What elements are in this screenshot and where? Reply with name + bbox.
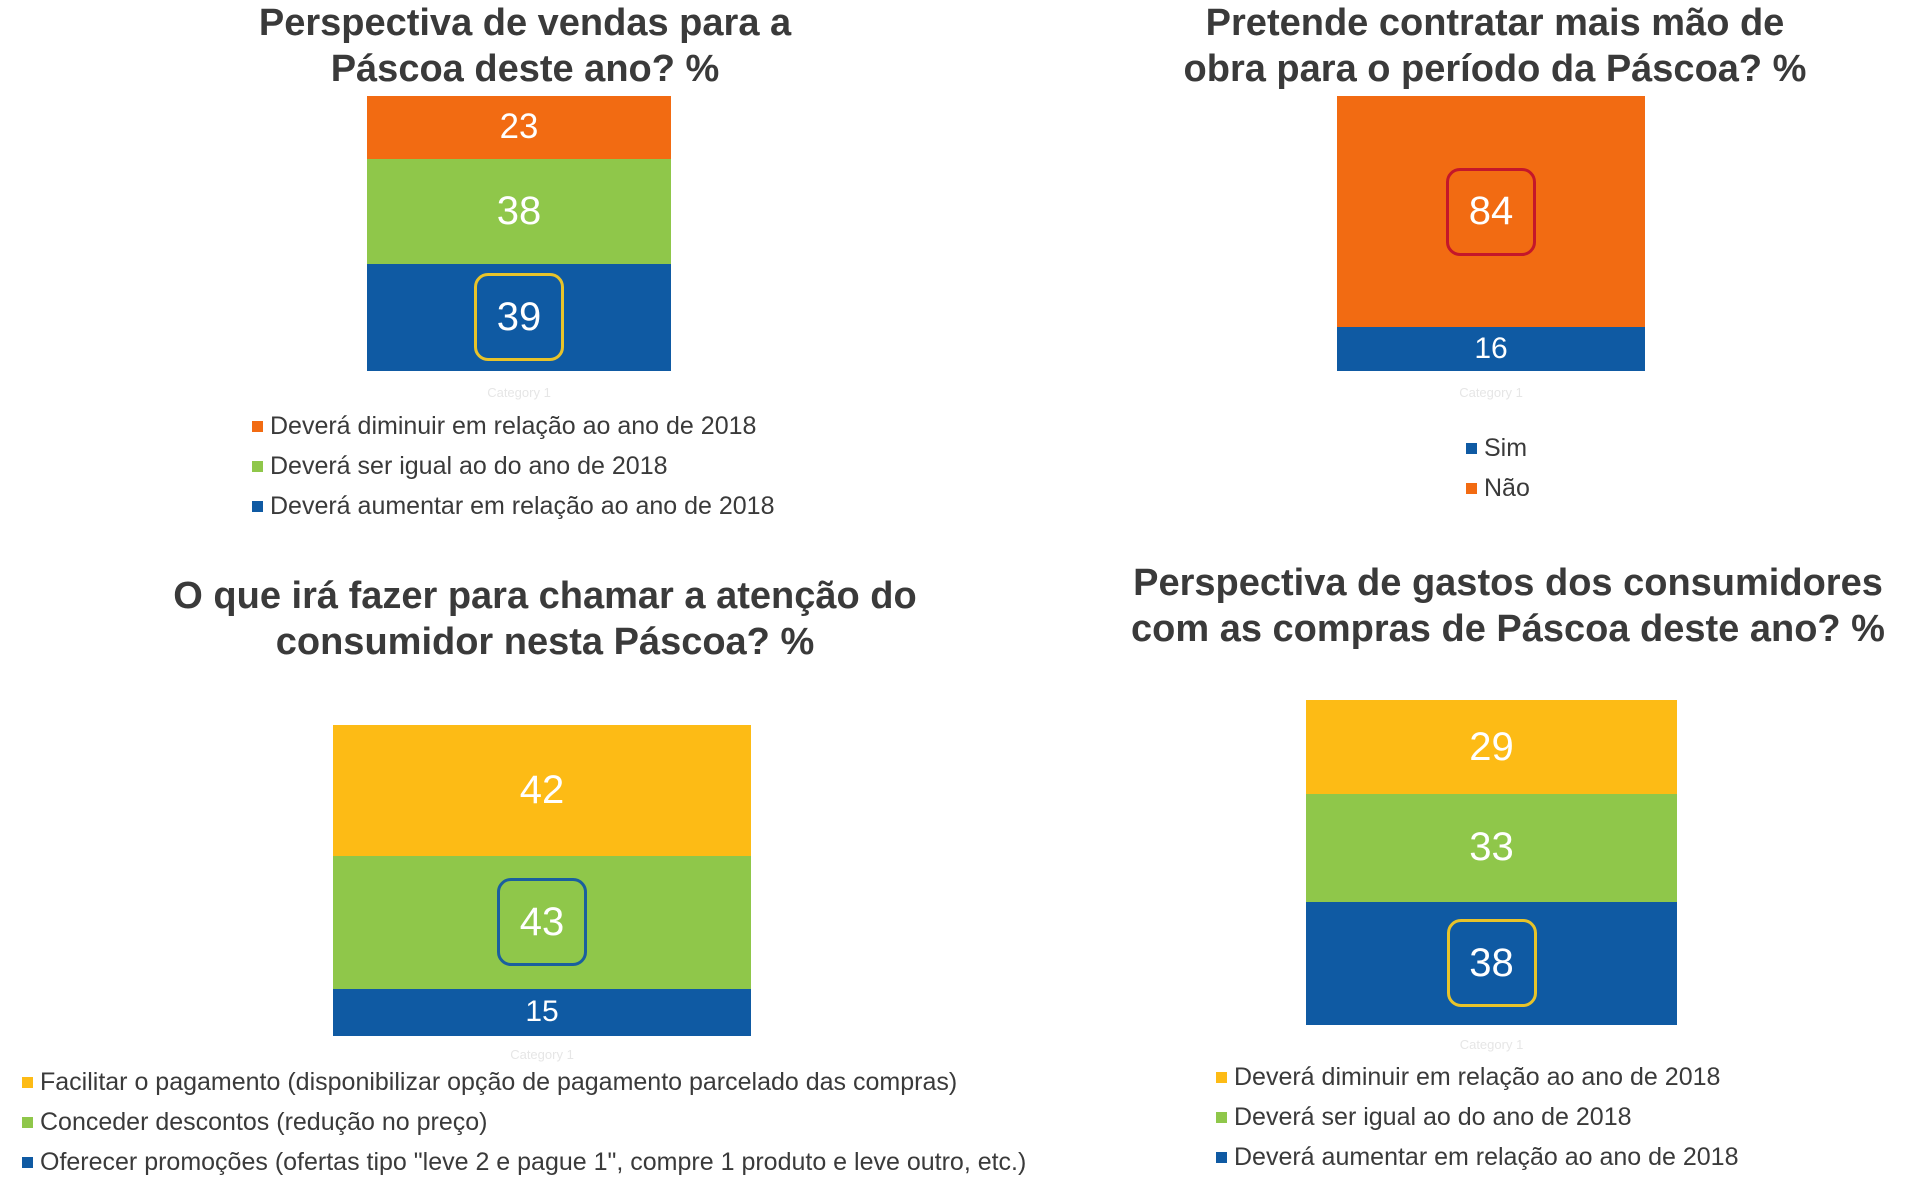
chart-title: Perspectiva de gastos dos consumidores c… bbox=[1100, 560, 1916, 652]
legend-item: Deverá aumentar em relação ao ano de 201… bbox=[252, 486, 775, 526]
legend-swatch bbox=[252, 500, 263, 512]
chart-title-line: Perspectiva de vendas para a bbox=[258, 2, 792, 44]
bar-segment bbox=[333, 989, 751, 1036]
bar-segment bbox=[1306, 794, 1677, 902]
category-label: Category 1 bbox=[1459, 385, 1523, 400]
highlight-box bbox=[474, 273, 564, 362]
legend-label: Facilitar o pagamento (disponibilizar op… bbox=[40, 1067, 958, 1096]
highlight-box bbox=[1446, 919, 1537, 1008]
legend-swatch bbox=[1466, 442, 1477, 454]
legend-swatch bbox=[1466, 482, 1477, 494]
legend-item: Deverá ser igual ao do ano de 2018 bbox=[252, 446, 775, 486]
data-label: 84 bbox=[1468, 189, 1514, 233]
legend-item: Sim bbox=[1466, 428, 1530, 468]
legend-item: Facilitar o pagamento (disponibilizar op… bbox=[22, 1062, 1026, 1102]
bar-segment bbox=[1337, 327, 1645, 371]
data-label: 39 bbox=[496, 294, 542, 339]
chart-title-line: Perspectiva de gastos dos consumidores bbox=[1133, 562, 1883, 604]
legend-label: Deverá ser igual ao do ano de 2018 bbox=[270, 451, 668, 480]
bar-segment bbox=[1337, 96, 1645, 327]
stacked-bar: 15 43 42 bbox=[333, 725, 751, 1036]
legend-label: Deverá diminuir em relação ao ano de 201… bbox=[1234, 1062, 1721, 1091]
legend-label: Oferecer promoções (ofertas tipo "leve 2… bbox=[40, 1147, 1027, 1176]
category-label: Category 1 bbox=[1459, 1037, 1524, 1052]
legend-item: Oferecer promoções (ofertas tipo "leve 2… bbox=[22, 1142, 1026, 1182]
bar-segment bbox=[367, 159, 671, 264]
bar-segment bbox=[367, 96, 671, 160]
legend-swatch bbox=[22, 1116, 33, 1128]
bar-segment bbox=[333, 855, 751, 990]
legend-label: Deverá aumentar em relação ao ano de 201… bbox=[270, 491, 775, 520]
legend-item: Deverá aumentar em relação ao ano de 201… bbox=[1216, 1137, 1739, 1177]
data-label: 33 bbox=[1469, 825, 1514, 870]
stacked-bar: 39 38 23 bbox=[367, 96, 671, 371]
chart-title: O que irá fazer para chamar a atenção do… bbox=[100, 573, 990, 665]
data-label: 16 bbox=[1474, 332, 1508, 365]
stacked-bar: 16 84 bbox=[1337, 96, 1645, 371]
legend-swatch bbox=[252, 460, 263, 472]
data-label: 38 bbox=[496, 189, 542, 234]
bar-segment bbox=[367, 263, 671, 371]
legend-label: Sim bbox=[1484, 433, 1528, 462]
data-label: 29 bbox=[1469, 725, 1514, 769]
chart-title-line: Páscoa deste ano? % bbox=[330, 48, 720, 90]
legend-swatch bbox=[1216, 1071, 1227, 1083]
data-label: 23 bbox=[499, 108, 539, 146]
highlight-box bbox=[1446, 167, 1536, 256]
bar-segment bbox=[333, 725, 751, 856]
chart-title-line: obra para o período da Páscoa? % bbox=[1183, 48, 1807, 90]
stacked-bar: 38 33 29 bbox=[1306, 700, 1677, 1025]
legend: Sim Não bbox=[1466, 428, 1530, 508]
legend-item: Deverá ser igual ao do ano de 2018 bbox=[1216, 1097, 1739, 1137]
legend-swatch bbox=[22, 1076, 33, 1088]
chart-title: Perspectiva de vendas para a Páscoa dest… bbox=[150, 0, 900, 92]
legend-label: Não bbox=[1484, 473, 1530, 502]
data-label: 38 bbox=[1469, 940, 1514, 985]
legend-item: Deverá diminuir em relação ao ano de 201… bbox=[1216, 1057, 1739, 1097]
legend-label: Deverá aumentar em relação ao ano de 201… bbox=[1234, 1142, 1739, 1171]
bar-segment bbox=[1306, 700, 1677, 795]
chart-title-line: com as compras de Páscoa deste ano? % bbox=[1131, 608, 1885, 650]
legend-swatch bbox=[252, 420, 263, 432]
data-label: 43 bbox=[519, 899, 565, 944]
legend: Facilitar o pagamento (disponibilizar op… bbox=[22, 1062, 1026, 1182]
legend-label: Deverá ser igual ao do ano de 2018 bbox=[1234, 1102, 1632, 1131]
data-label: 15 bbox=[525, 995, 559, 1029]
legend: Deverá diminuir em relação ao ano de 201… bbox=[1216, 1057, 1739, 1177]
legend-item: Deverá diminuir em relação ao ano de 201… bbox=[252, 406, 775, 446]
legend-item: Não bbox=[1466, 468, 1530, 508]
legend-label: Conceder descontos (redução no preço) bbox=[40, 1107, 488, 1136]
chart-title: Pretende contratar mais mão de obra para… bbox=[1120, 0, 1870, 92]
legend-swatch bbox=[22, 1156, 33, 1168]
chart-title-line: Pretende contratar mais mão de bbox=[1205, 2, 1785, 44]
legend-swatch bbox=[1216, 1111, 1227, 1123]
data-label: 42 bbox=[519, 768, 565, 812]
chart-title-line: consumidor nesta Páscoa? % bbox=[275, 621, 815, 663]
legend: Deverá diminuir em relação ao ano de 201… bbox=[252, 406, 775, 526]
category-label: Category 1 bbox=[487, 385, 551, 400]
highlight-box bbox=[497, 878, 587, 967]
legend-label: Deverá diminuir em relação ao ano de 201… bbox=[270, 411, 757, 440]
legend-swatch bbox=[1216, 1151, 1227, 1163]
category-label: Category 1 bbox=[510, 1047, 574, 1062]
chart-title-line: O que irá fazer para chamar a atenção do bbox=[173, 575, 917, 617]
legend-item: Conceder descontos (redução no preço) bbox=[22, 1102, 1026, 1142]
